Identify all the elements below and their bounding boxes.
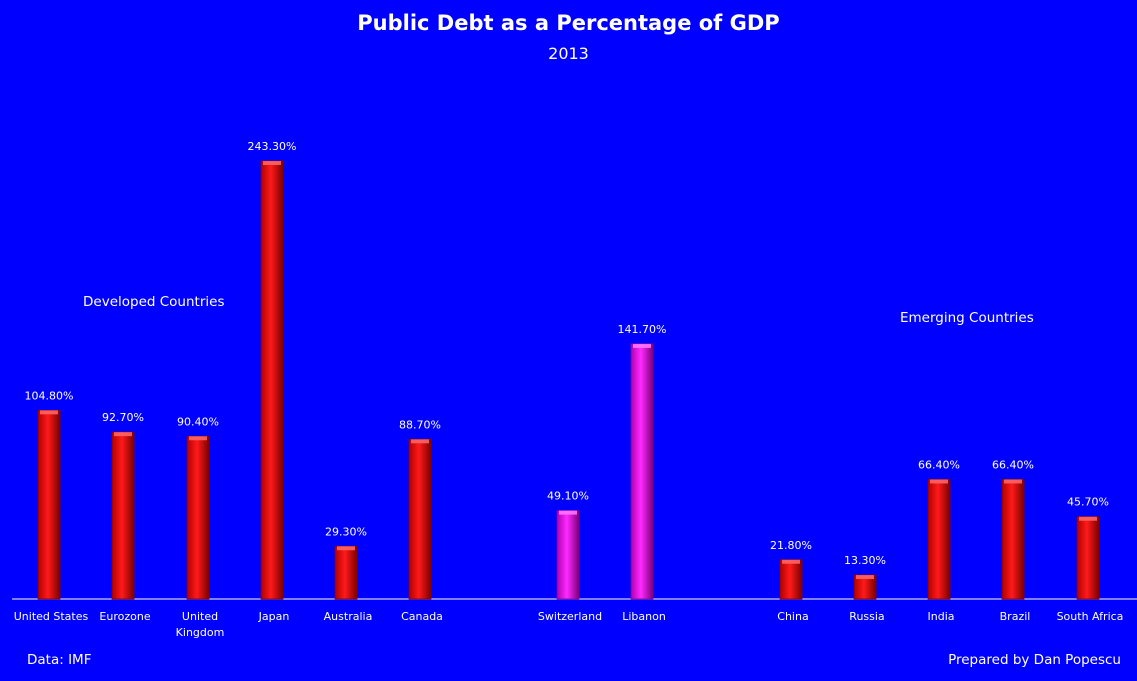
bar-cap-india bbox=[930, 479, 948, 484]
category-label-south-africa: South Africa bbox=[1057, 610, 1124, 623]
category-label-canada: Canada bbox=[401, 610, 443, 623]
value-label-brazil: 66.40% bbox=[992, 458, 1034, 471]
value-label-canada: 88.70% bbox=[399, 418, 441, 431]
bar-south-africa bbox=[1076, 516, 1100, 600]
bar-japan bbox=[260, 160, 284, 600]
data-source-note: Data: IMF bbox=[27, 652, 92, 668]
bar-cap-russia bbox=[856, 575, 874, 580]
value-label-switzerland: 49.10% bbox=[547, 490, 589, 503]
category-label-india: India bbox=[928, 610, 955, 623]
bar-cap-china bbox=[782, 559, 800, 564]
category-label-australia: Australia bbox=[324, 610, 373, 623]
bar-eurozone bbox=[111, 431, 135, 600]
bar-cap-brazil bbox=[1004, 479, 1022, 484]
chart-title: Public Debt as a Percentage of GDP bbox=[357, 11, 780, 35]
category-label-united-states: United States bbox=[14, 610, 89, 623]
bar-cap-united-kingdom bbox=[189, 436, 207, 441]
category-label-russia: Russia bbox=[849, 610, 884, 623]
bar-libanon bbox=[630, 343, 654, 600]
credit-note: Prepared by Dan Popescu bbox=[948, 652, 1121, 668]
value-label-south-africa: 45.70% bbox=[1067, 496, 1109, 509]
bar-india bbox=[927, 479, 951, 600]
bar-cap-canada bbox=[411, 439, 429, 444]
group-label-emerging: Emerging Countries bbox=[900, 310, 1034, 326]
bar-cap-united-states bbox=[40, 410, 58, 415]
bar-cap-eurozone bbox=[114, 432, 132, 437]
bar-cap-libanon bbox=[633, 343, 651, 348]
value-label-russia: 13.30% bbox=[844, 554, 886, 567]
bar-cap-australia bbox=[337, 546, 355, 551]
chart-subtitle: 2013 bbox=[548, 44, 589, 63]
value-label-libanon: 141.70% bbox=[618, 323, 667, 336]
bar-united-kingdom bbox=[186, 435, 210, 600]
value-label-united-kingdom: 90.40% bbox=[177, 415, 219, 428]
category-label-libanon: Libanon bbox=[622, 610, 666, 623]
bar-canada bbox=[408, 438, 432, 600]
category-label-switzerland: Switzerland bbox=[538, 610, 602, 623]
value-label-eurozone: 92.70% bbox=[102, 411, 144, 424]
category-label-brazil: Brazil bbox=[1000, 610, 1031, 623]
category-label-japan: Japan bbox=[258, 610, 290, 623]
value-label-china: 21.80% bbox=[770, 539, 812, 552]
value-label-united-states: 104.80% bbox=[25, 389, 74, 402]
bar-cap-japan bbox=[263, 161, 281, 165]
bar-cap-switzerland bbox=[559, 510, 577, 515]
bar-china bbox=[779, 559, 803, 600]
bar-brazil bbox=[1001, 479, 1025, 600]
category-label-china: China bbox=[777, 610, 808, 623]
bar-united-states bbox=[37, 409, 61, 600]
bar-australia bbox=[334, 545, 358, 600]
category-label-eurozone: Eurozone bbox=[99, 610, 150, 623]
bar-cap-south-africa bbox=[1079, 516, 1097, 521]
category-label-united-kingdom-line1: United bbox=[182, 610, 218, 623]
bar-switzerland bbox=[556, 510, 580, 600]
value-label-australia: 29.30% bbox=[325, 525, 367, 538]
value-label-japan: 243.30% bbox=[248, 140, 297, 153]
category-label-united-kingdom-line2: Kingdom bbox=[176, 626, 225, 639]
group-label-developed: Developed Countries bbox=[83, 294, 225, 310]
value-label-india: 66.40% bbox=[918, 458, 960, 471]
